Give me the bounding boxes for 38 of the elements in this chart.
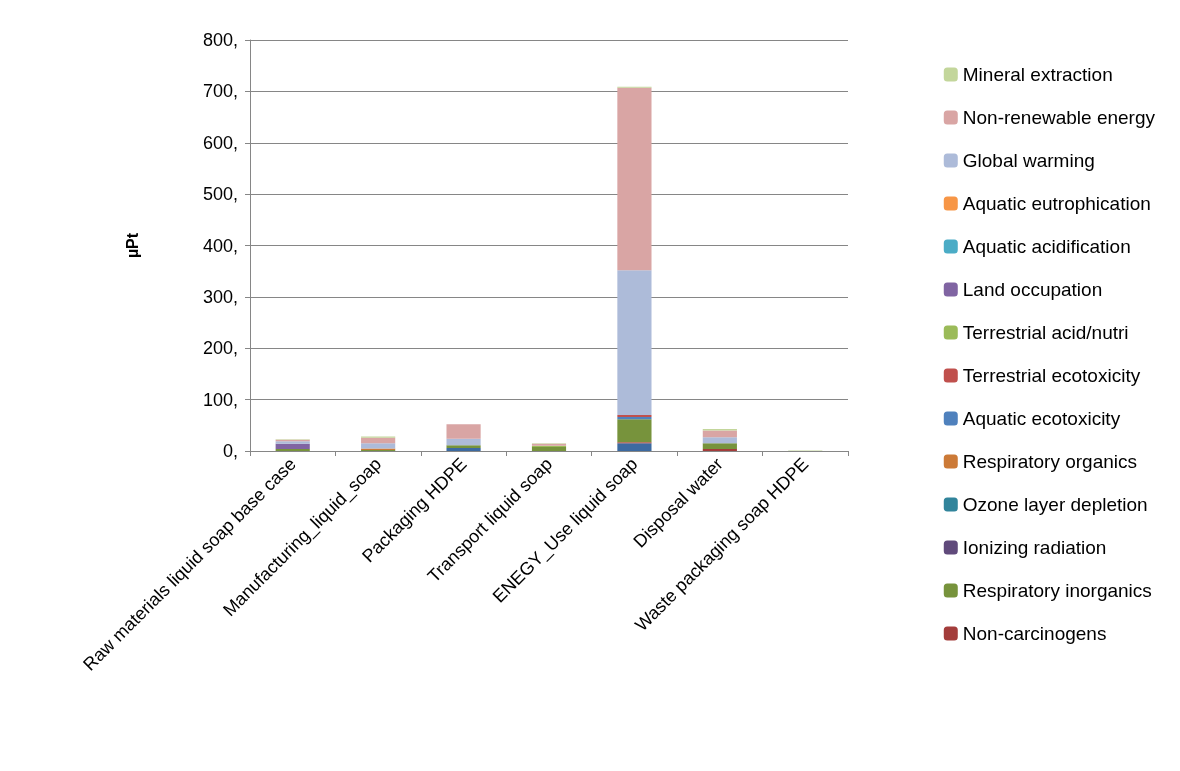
bar: [702, 448, 737, 451]
y-tick-label: 700,: [202, 81, 238, 102]
legend-label: Respiratory organics: [962, 451, 1138, 472]
legend-label: Aquatic eutrophication: [962, 193, 1151, 214]
y-tick-label: 800,: [202, 30, 238, 50]
legend-label: Aquatic ecotoxicity: [962, 408, 1121, 429]
bar: [531, 446, 567, 451]
bar: [617, 443, 652, 451]
legend-label: Ionizing radiation: [962, 537, 1107, 558]
y-tick-label: 400,: [202, 235, 238, 256]
bar: [702, 430, 737, 438]
y-tick-label: 100,: [202, 389, 238, 410]
legend-label: Mineral extraction: [962, 64, 1113, 85]
bar: [617, 87, 652, 271]
bar: [702, 443, 737, 449]
legend-label: Ozone layer depletion: [962, 494, 1148, 515]
bar: [361, 443, 396, 449]
bar: [275, 448, 310, 451]
y-tick-label: 200,: [202, 338, 238, 359]
bar: [617, 419, 652, 443]
y-axis-title: µPt: [123, 232, 141, 259]
legend-label: Non-carcinogens: [962, 623, 1107, 644]
legend-label: Terrestrial ecotoxicity: [962, 365, 1141, 386]
legend-label: Respiratory inorganics: [962, 580, 1152, 601]
legend-label: Non-renewable energy: [962, 107, 1156, 128]
bar: [702, 437, 737, 444]
bar: [275, 443, 310, 449]
legend-label: Global warming: [962, 150, 1095, 171]
bar: [446, 424, 481, 439]
y-tick-label: 500,: [202, 184, 238, 205]
bar: [446, 438, 481, 446]
legend-label: Land occupation: [962, 279, 1103, 300]
legend-label: Aquatic acidification: [962, 236, 1131, 257]
bar: [617, 270, 652, 416]
y-tick-label: 0,: [222, 441, 238, 461]
y-tick-label: 600,: [202, 132, 238, 153]
y-tick-label: 300,: [202, 286, 238, 307]
legend-label: Terrestrial acid/nutri: [962, 322, 1129, 343]
